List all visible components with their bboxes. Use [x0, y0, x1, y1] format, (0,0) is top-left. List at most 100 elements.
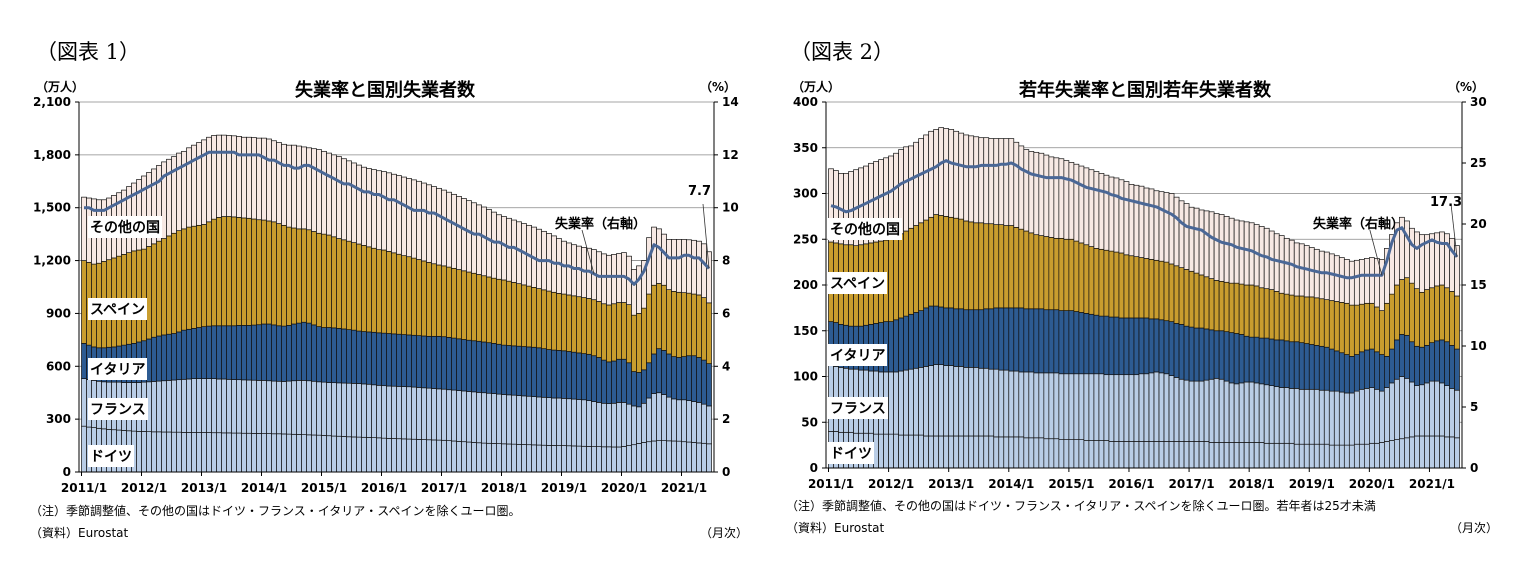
- x-tick-label: 2018/1: [481, 481, 527, 495]
- bar-italy: [1098, 315, 1105, 375]
- bar-other: [1404, 220, 1410, 279]
- bar-germany: [1278, 442, 1285, 469]
- bar-spain: [1318, 298, 1325, 347]
- bar-spain: [948, 216, 955, 309]
- bar-spain: [1123, 254, 1130, 319]
- bar-france: [1073, 373, 1080, 440]
- bar-spain: [1394, 284, 1400, 341]
- bar-germany: [888, 433, 894, 469]
- bar-italy: [1043, 309, 1050, 374]
- bar-france: [1143, 373, 1150, 442]
- bar-other: [928, 130, 935, 218]
- bar-france: [1138, 373, 1145, 442]
- bar-other: [1243, 221, 1250, 286]
- bar-germany: [1093, 440, 1100, 469]
- bar-spain: [1333, 301, 1340, 352]
- bar-italy: [1013, 307, 1020, 372]
- bar-france: [1153, 371, 1160, 442]
- bar-germany: [1228, 442, 1235, 469]
- bar-spain: [1053, 237, 1060, 311]
- bar-italy: [953, 308, 960, 367]
- bar-france: [1168, 375, 1175, 442]
- bar-france: [1078, 373, 1085, 440]
- bar-germany: [1193, 441, 1200, 469]
- bar-spain: [918, 222, 925, 311]
- bar-spain: [1218, 280, 1225, 332]
- y2-tick-label: 5: [1470, 400, 1478, 414]
- bar-italy: [1338, 352, 1345, 393]
- bar-spain: [1058, 237, 1065, 311]
- bar-other: [1333, 255, 1340, 302]
- bar-spain: [983, 223, 990, 310]
- x-tick-label: 2016/1: [361, 481, 407, 495]
- bar-france: [1218, 378, 1225, 443]
- bar-italy: [1138, 317, 1145, 375]
- bar-france: [1298, 388, 1305, 445]
- bar-other: [1303, 245, 1310, 298]
- bar-other: [1018, 145, 1025, 230]
- bar-italy: [1133, 317, 1140, 376]
- bar-italy: [1248, 336, 1255, 383]
- bar-other: [1118, 179, 1125, 254]
- bar-germany: [1053, 438, 1060, 469]
- chart-2-label-germany: ドイツ: [828, 442, 874, 464]
- bar-italy: [1288, 341, 1295, 389]
- bar-other: [1158, 191, 1165, 262]
- y2-tick-label: 10: [722, 201, 739, 215]
- last-value-leader: [1450, 203, 1458, 257]
- bar-italy: [1218, 330, 1225, 380]
- y2-tick-label: 8: [722, 254, 730, 268]
- bar-italy: [1208, 329, 1215, 380]
- bar-spain: [1133, 256, 1140, 319]
- bar-germany: [963, 435, 970, 469]
- bar-other: [1003, 138, 1010, 226]
- bar-italy: [1093, 314, 1100, 375]
- bar-germany: [933, 435, 940, 469]
- bar-france: [1173, 377, 1180, 442]
- bar-italy: [1028, 308, 1035, 373]
- bar-germany: [1168, 441, 1175, 469]
- bar-other: [948, 129, 955, 218]
- bar-other: [973, 136, 980, 224]
- bar-germany: [1008, 436, 1015, 469]
- bar-italy: [1163, 320, 1170, 375]
- bar-other: [1028, 151, 1035, 234]
- chart-2-label-italy: イタリア: [828, 344, 888, 366]
- bar-italy: [1003, 307, 1010, 371]
- bar-spain: [1068, 238, 1075, 311]
- y-tick-label: 1,200: [33, 254, 71, 268]
- bar-spain: [1018, 228, 1025, 309]
- bar-germany: [1123, 441, 1130, 469]
- bar-spain: [1399, 279, 1405, 335]
- bar-italy: [1414, 345, 1420, 386]
- bar-italy: [1198, 327, 1205, 382]
- bar-spain: [1213, 280, 1220, 332]
- bar-other: [1078, 165, 1085, 244]
- x-tick-label: 2015/1: [1048, 477, 1094, 491]
- bar-spain: [1008, 225, 1015, 309]
- bar-germany: [1273, 442, 1280, 469]
- bar-france: [1293, 388, 1300, 445]
- bar-other: [998, 138, 1005, 225]
- bar-spain: [1153, 259, 1160, 320]
- bar-france: [1394, 378, 1400, 440]
- bar-france: [1023, 371, 1030, 439]
- bar-italy: [948, 307, 955, 366]
- bar-other: [1414, 231, 1420, 290]
- bar-spain: [1353, 304, 1360, 355]
- bar-france: [1083, 373, 1090, 441]
- bar-france: [978, 367, 985, 437]
- bar-italy: [1268, 338, 1275, 386]
- bar-spain: [1203, 276, 1210, 330]
- bar-france: [888, 371, 894, 435]
- chart-2-last-value: 17.3: [1430, 195, 1463, 210]
- bar-other: [1088, 169, 1095, 247]
- bar-italy: [1008, 307, 1015, 372]
- bar-germany: [1439, 435, 1445, 469]
- bar-germany: [1374, 442, 1380, 469]
- bar-spain: [1223, 281, 1230, 333]
- bar-germany: [1328, 444, 1335, 469]
- bar-spain: [1073, 240, 1080, 312]
- bar-italy: [1424, 345, 1430, 384]
- bar-spain: [1208, 278, 1215, 331]
